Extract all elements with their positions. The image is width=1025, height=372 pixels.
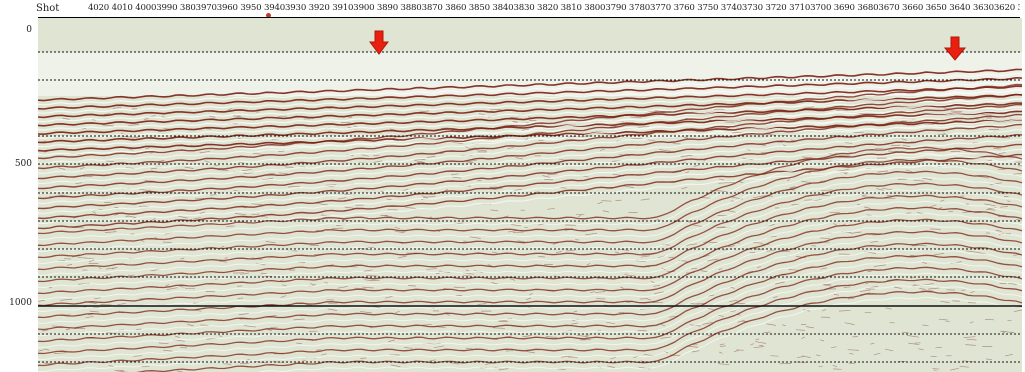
seismic-traces [38,18,1022,372]
time-tick-500: 500 [14,159,32,169]
reflector-line [38,89,1022,165]
reflector-line [38,212,1022,301]
reflector-line [38,176,1022,265]
shot-number-ticks: 4020 4010 40003990 38039703960 3950 3940… [88,3,1020,13]
seismic-section[interactable] [38,18,1022,372]
reflector-line [38,242,1022,331]
reflector-line [38,194,1022,283]
reflector-line [38,109,1022,185]
reflector-line [38,68,1022,102]
time-axis: 0 500 1000 [0,18,38,372]
reflector-line [38,254,1022,343]
reflector-line [38,200,1022,289]
reflector-line [38,81,1022,114]
reflector-line [38,224,1022,313]
reflector-line [38,119,1022,195]
reflector-line [38,85,1022,119]
reflector-line [38,113,1022,190]
reflector-line [38,152,1022,241]
top-axis-line [38,17,1020,18]
reflector-line [38,272,1022,361]
reflector-line [38,139,1022,215]
reflector-line [38,164,1022,253]
reflector-line [38,266,1022,355]
shot-header: Shot 4020 4010 40003990 38039703960 3950… [0,0,1025,20]
reflector-line [38,93,1022,170]
time-tick-0: 0 [26,25,32,35]
reflector-line [38,103,1022,180]
shot-axis-label: Shot [36,3,60,14]
reflector-line [38,218,1022,307]
red-down-arrow-icon [944,36,966,61]
time-tick-1000: 1000 [9,298,32,308]
reflector-line [38,149,1022,225]
reflector-line [38,110,1022,144]
reflector-line [38,114,1022,148]
reflector-line [38,98,1022,131]
reflector-line [38,146,1022,235]
reflector-line [38,182,1022,271]
reflector-line [38,278,1022,367]
reflector-line [38,102,1022,136]
reflector-line [38,248,1022,337]
reflector-line [38,206,1022,295]
marker-dot [266,13,271,18]
reflector-line [38,188,1022,277]
reflector-line [38,153,1022,230]
seismic-reflectors [38,68,1022,372]
reflector-line [38,76,1022,110]
red-down-arrow-icon [369,30,389,55]
reflector-line [38,284,1022,372]
reflector-line [38,83,1022,160]
reflector-line [38,143,1022,220]
reflector-line [38,230,1022,319]
reflector-line [38,129,1022,205]
reflector-line [38,133,1022,210]
reflector-line [38,260,1022,349]
time-gridlines [38,51,1022,363]
reflector-line [38,236,1022,325]
reflector-line [235,296,1022,372]
reflector-line [38,106,1022,140]
reflector-line [38,72,1022,106]
